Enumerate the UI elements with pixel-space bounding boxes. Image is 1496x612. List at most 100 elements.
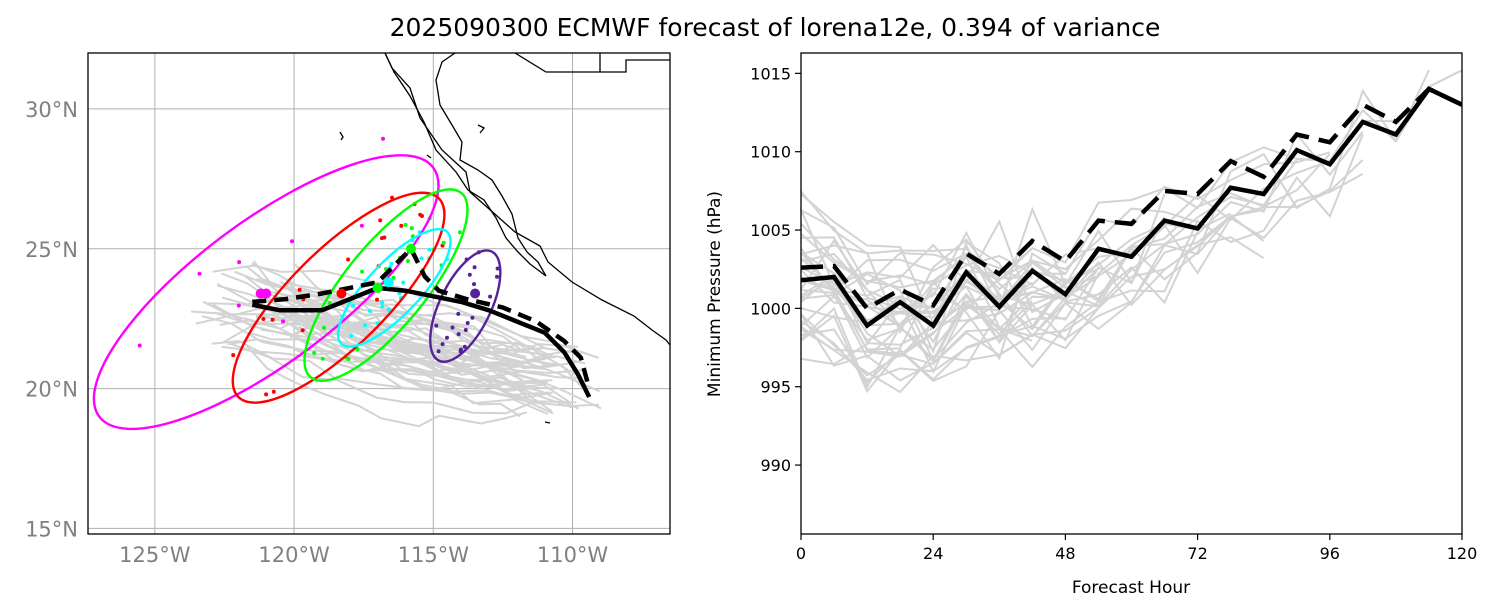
ensemble-pressure-line — [801, 153, 1331, 351]
position-dot — [351, 303, 356, 308]
deterministic-track — [252, 244, 592, 390]
position-dot — [360, 269, 365, 274]
island-3 — [477, 124, 486, 134]
position-dot — [390, 195, 394, 200]
ensemble-pressure-line — [801, 230, 1066, 310]
position-dot — [401, 280, 406, 285]
ensemble-pressure-line — [801, 193, 1166, 326]
position-dot — [389, 261, 394, 266]
position-dot — [297, 287, 302, 292]
y-tick-label: 990 — [760, 456, 791, 475]
lon-tick-label: 110°W — [537, 543, 609, 567]
position-dot — [463, 328, 468, 332]
ensemble-pressure-line — [801, 190, 1033, 280]
ensemble-pressure-line — [801, 207, 1198, 293]
position-dot — [281, 319, 285, 324]
coast-baja-west — [384, 53, 547, 277]
position-dot — [378, 218, 383, 223]
position-dot — [346, 257, 351, 262]
position-dot — [445, 335, 449, 340]
track-map: 125°W 120°W 115°W 110°W 15°N 20°N 25°N 30°N — [25, 52, 671, 567]
ensemble-track — [222, 302, 600, 359]
ensemble-track — [227, 338, 522, 387]
ensemble-pressure-line — [801, 231, 1199, 363]
island-1 — [339, 131, 344, 141]
x-tick-label: 0 — [796, 544, 806, 563]
position-dot — [264, 392, 269, 397]
lat-tick-label: 15°N — [25, 517, 78, 541]
ensemble-pressure-line — [801, 236, 1265, 374]
ensemble-track — [212, 264, 577, 376]
y-axis-label: Minimum Pressure (hPa) — [705, 191, 725, 397]
position-dot — [436, 349, 441, 354]
position-dot — [450, 325, 455, 330]
ensemble-mean-pressure — [801, 86, 1462, 329]
figure-title: 2025090300 ECMWF forecast of lorena12e, … — [390, 13, 1161, 42]
position-dot — [236, 303, 241, 308]
ensemble-track — [221, 345, 554, 373]
cluster-mean-3 — [383, 277, 394, 288]
position-dot — [322, 325, 326, 330]
position-dot — [488, 294, 493, 299]
ellipse-1 — [231, 191, 446, 404]
position-dot — [399, 223, 404, 228]
position-dot — [495, 274, 499, 279]
map-gridlines — [88, 53, 670, 534]
x-tick-label: 120 — [1447, 544, 1478, 563]
ensemble-track — [245, 345, 528, 428]
lat-tick-label: 20°N — [25, 378, 78, 402]
position-dot — [405, 259, 410, 263]
position-dot — [462, 344, 467, 349]
ensemble-track — [234, 270, 549, 356]
map-frame — [87, 52, 671, 535]
lon-tick-label: 115°W — [398, 543, 470, 567]
position-dot — [470, 315, 475, 320]
lat-tick-label: 30°N — [25, 98, 78, 122]
position-dot — [391, 275, 396, 280]
island-2 — [426, 154, 432, 159]
position-dot — [465, 321, 470, 325]
lon-tick-label: 125°W — [119, 543, 191, 567]
position-dot — [380, 300, 385, 305]
ensemble-pressure-lines — [801, 69, 1462, 394]
ensemble-pressure-line — [801, 173, 1364, 344]
position-dot — [409, 226, 414, 231]
position-dot — [456, 332, 461, 337]
pressure-ticks: 0 24 48 72 96 120 990 995 1000 1005 1010 1015 — [750, 64, 1477, 563]
y-tick-label: 1000 — [750, 299, 791, 318]
lon-tick-label: 120°W — [258, 543, 330, 567]
position-dot — [312, 350, 317, 355]
ensemble-pressure-line — [801, 134, 1364, 382]
pressure-chart: 0 24 48 72 96 120 990 995 1000 1005 1010 1015 Forec… — [705, 52, 1477, 598]
x-axis-label: Forecast Hour — [1072, 578, 1190, 598]
pressure-series — [801, 86, 1462, 329]
position-dot — [363, 323, 367, 328]
position-dot — [440, 342, 445, 347]
position-dot — [349, 333, 354, 338]
position-dot — [290, 239, 294, 244]
position-dot — [367, 308, 372, 313]
ensemble-pressure-line — [801, 119, 1396, 286]
position-dot — [419, 256, 424, 261]
position-dot — [300, 328, 305, 333]
ensemble-track — [229, 342, 577, 415]
mean-tracks — [251, 244, 592, 398]
position-dot — [380, 304, 385, 309]
cluster-ellipses — [92, 154, 502, 431]
ellipse-2 — [303, 188, 469, 383]
position-dot — [320, 356, 325, 361]
coast-baja-east — [435, 53, 547, 277]
position-dot — [472, 265, 477, 270]
position-dot — [420, 214, 424, 218]
ensemble-mean-track — [251, 285, 592, 398]
coast-mainland — [384, 53, 670, 346]
position-dot — [359, 223, 364, 228]
y-tick-label: 1010 — [750, 143, 791, 162]
position-dot — [237, 260, 242, 265]
position-dot — [137, 343, 142, 348]
ensemble-track — [268, 290, 600, 393]
position-dot — [231, 353, 236, 358]
deterministic-pressure — [801, 86, 1462, 312]
position-dot — [495, 266, 500, 271]
